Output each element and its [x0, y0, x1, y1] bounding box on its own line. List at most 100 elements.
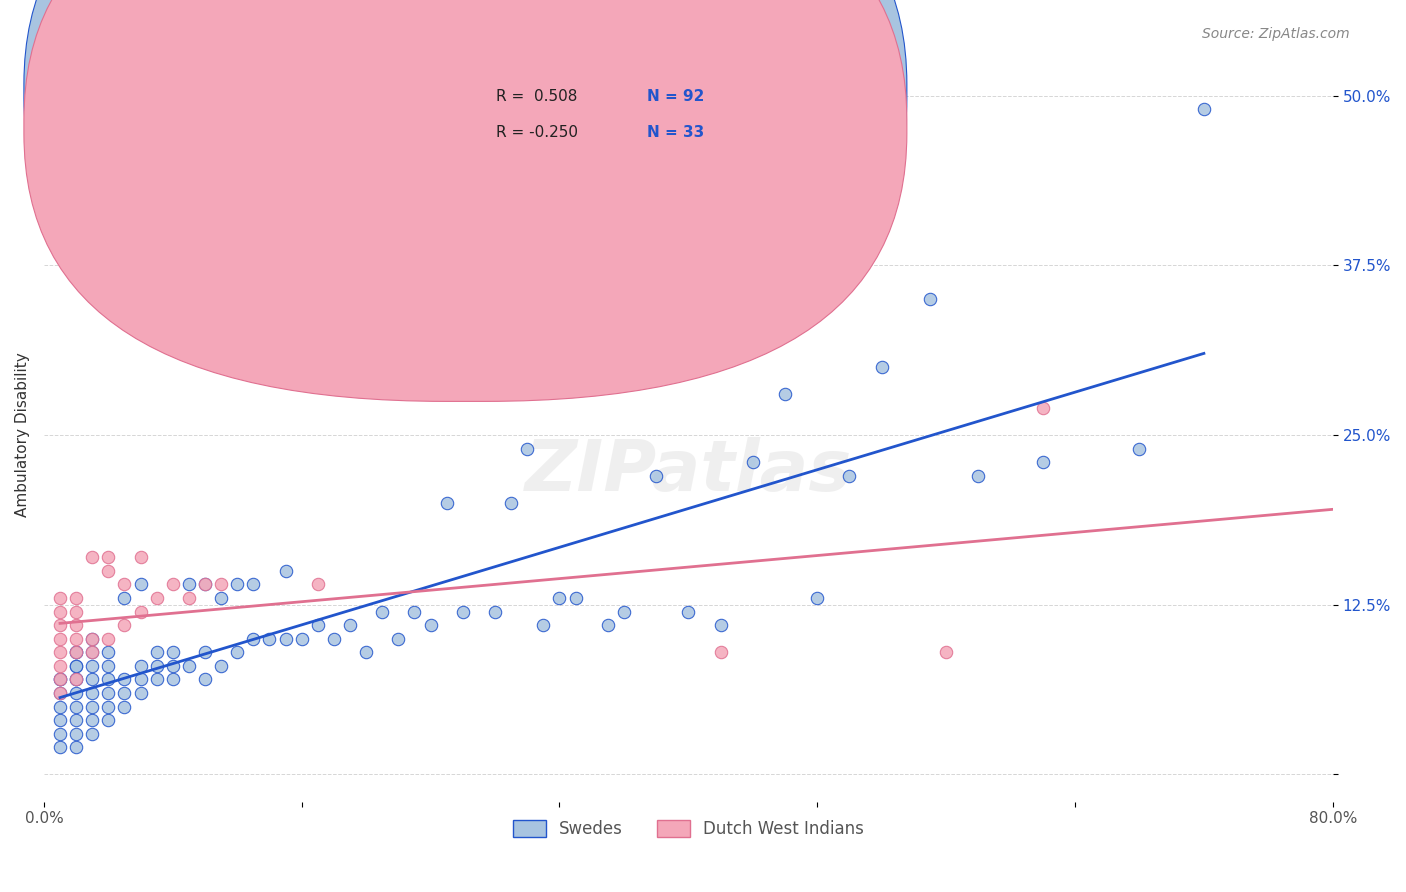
Point — [65, 618, 87, 632]
Point — [97, 686, 120, 700]
Point — [97, 550, 120, 565]
Point — [274, 632, 297, 646]
Point — [242, 632, 264, 646]
Point — [678, 605, 700, 619]
Point — [870, 360, 893, 375]
Point — [613, 605, 636, 619]
Point — [322, 632, 344, 646]
Point — [162, 577, 184, 591]
Point — [177, 577, 200, 591]
Point — [82, 645, 104, 659]
Point — [65, 699, 87, 714]
Point — [129, 673, 152, 687]
Point — [65, 591, 87, 605]
Point — [82, 673, 104, 687]
Point — [194, 577, 217, 591]
Point — [49, 673, 72, 687]
Point — [65, 645, 87, 659]
Point — [162, 673, 184, 687]
Point — [516, 442, 538, 456]
Point — [49, 591, 72, 605]
Point — [82, 645, 104, 659]
Point — [145, 658, 167, 673]
Point — [162, 658, 184, 673]
Point — [97, 713, 120, 727]
Point — [419, 618, 441, 632]
Point — [145, 645, 167, 659]
Text: N = 33: N = 33 — [647, 125, 704, 140]
Point — [371, 605, 394, 619]
Point — [838, 468, 860, 483]
Point — [82, 632, 104, 646]
Point — [177, 591, 200, 605]
Point — [918, 293, 941, 307]
Point — [65, 673, 87, 687]
Point — [65, 673, 87, 687]
Point — [65, 686, 87, 700]
Point — [741, 455, 763, 469]
Point — [436, 496, 458, 510]
Point — [564, 591, 586, 605]
Point — [49, 713, 72, 727]
Point — [82, 658, 104, 673]
Point — [967, 468, 990, 483]
Point — [773, 387, 796, 401]
Point — [49, 673, 72, 687]
Point — [226, 645, 249, 659]
Point — [531, 618, 554, 632]
Point — [65, 658, 87, 673]
Point — [129, 686, 152, 700]
Point — [65, 645, 87, 659]
Point — [65, 645, 87, 659]
Point — [291, 632, 314, 646]
Point — [49, 673, 72, 687]
Point — [1192, 102, 1215, 116]
Point — [114, 577, 136, 591]
Point — [194, 645, 217, 659]
Point — [49, 658, 72, 673]
Point — [209, 577, 232, 591]
Legend: Swedes, Dutch West Indians: Swedes, Dutch West Indians — [506, 813, 870, 845]
Point — [97, 673, 120, 687]
Point — [709, 618, 731, 632]
Point — [114, 591, 136, 605]
Point — [82, 727, 104, 741]
Point — [65, 632, 87, 646]
Point — [49, 632, 72, 646]
Point — [129, 550, 152, 565]
Point — [97, 645, 120, 659]
Point — [82, 632, 104, 646]
Point — [935, 645, 957, 659]
Point — [65, 673, 87, 687]
Point — [645, 468, 668, 483]
Text: N = 92: N = 92 — [647, 89, 704, 104]
Point — [194, 577, 217, 591]
Point — [114, 618, 136, 632]
Point — [209, 591, 232, 605]
Point — [177, 658, 200, 673]
Text: Source: ZipAtlas.com: Source: ZipAtlas.com — [1202, 27, 1350, 41]
Point — [339, 618, 361, 632]
Point — [1128, 442, 1150, 456]
Point — [387, 632, 409, 646]
Point — [49, 645, 72, 659]
Point — [65, 713, 87, 727]
Point — [129, 605, 152, 619]
Point — [145, 673, 167, 687]
Point — [65, 605, 87, 619]
Point — [209, 658, 232, 673]
Point — [65, 727, 87, 741]
Text: ZIPatlas: ZIPatlas — [524, 437, 852, 506]
Point — [49, 618, 72, 632]
Point — [114, 699, 136, 714]
Point — [404, 605, 426, 619]
Point — [82, 699, 104, 714]
Text: R = -0.250: R = -0.250 — [496, 125, 578, 140]
Point — [259, 632, 281, 646]
Point — [97, 658, 120, 673]
Point — [501, 496, 523, 510]
Point — [354, 645, 377, 659]
Point — [97, 699, 120, 714]
Point — [1032, 455, 1054, 469]
Point — [114, 673, 136, 687]
